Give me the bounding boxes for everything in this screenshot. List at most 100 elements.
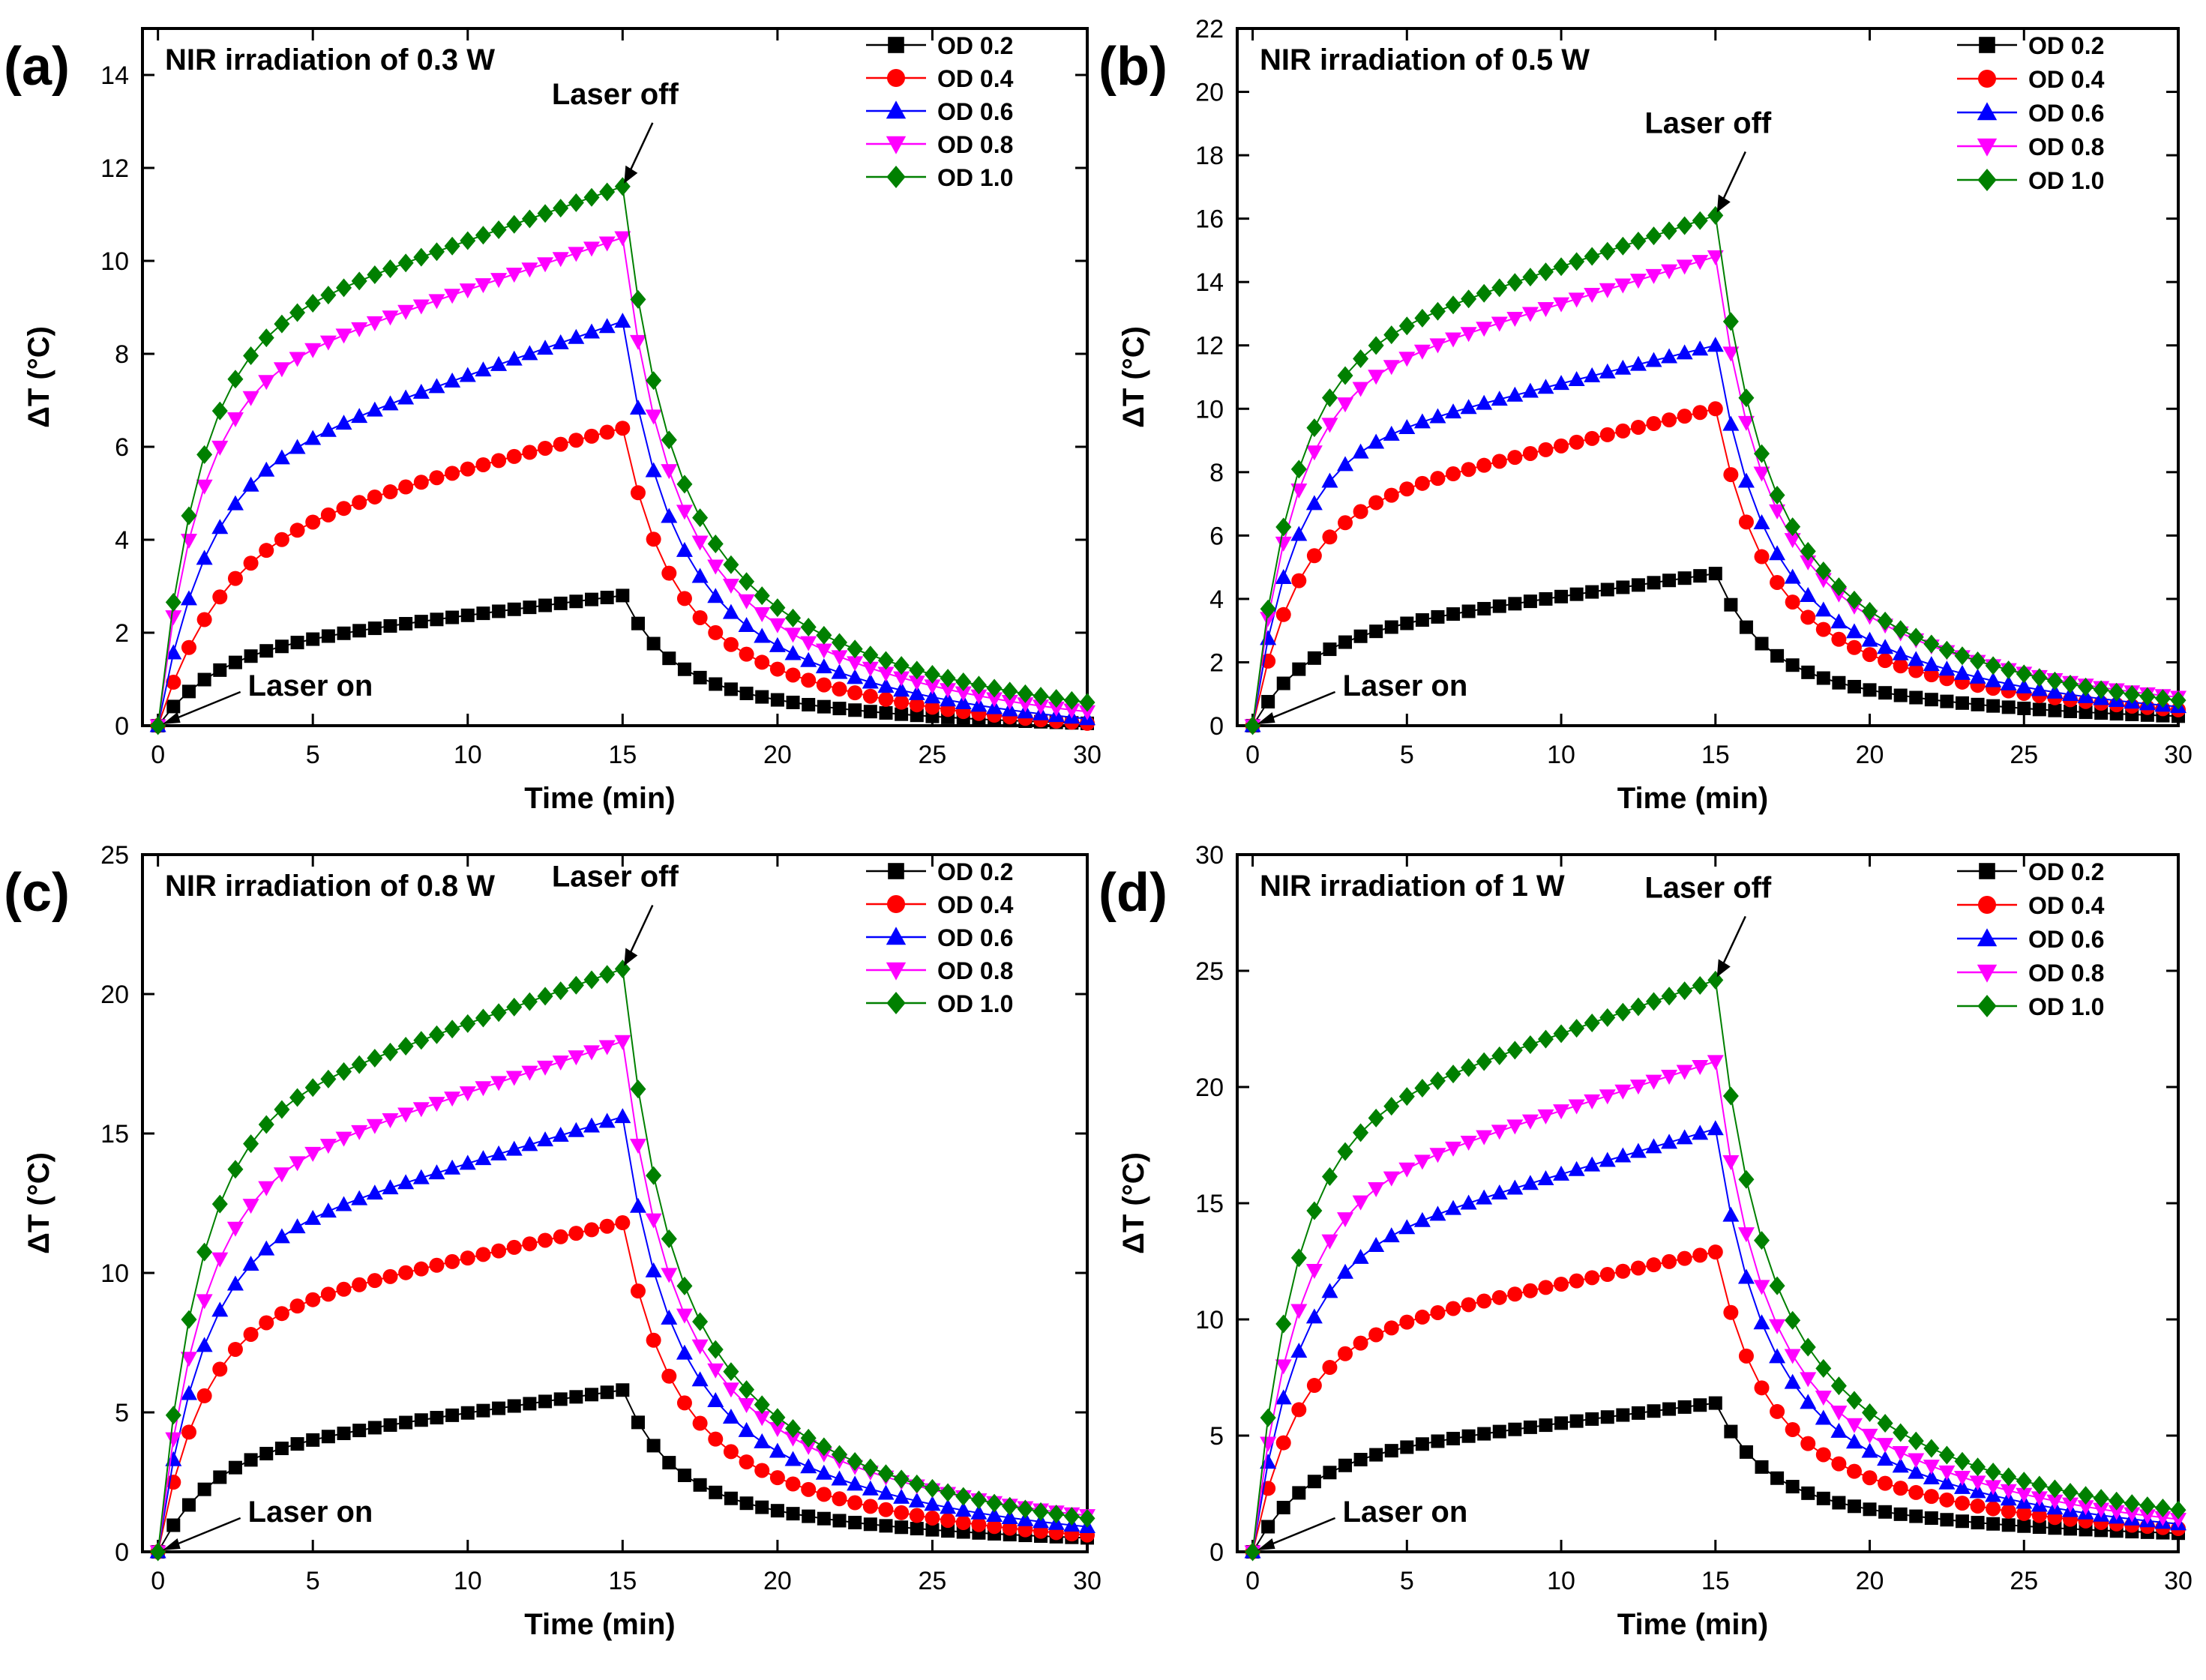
data-point (692, 1415, 708, 1431)
chart-panel-2: (b) 0 5 10 15 20 25 30 0 2 4 6 8 10 12 14 16 18 20 22 Time (… (1099, 15, 2193, 815)
data-point (258, 328, 274, 348)
data-point (1429, 301, 1446, 321)
legend-label: OD 0.2 (937, 858, 1013, 885)
data-point (1815, 1390, 1832, 1406)
data-point (1461, 462, 1476, 478)
data-point (970, 675, 987, 695)
data-point (584, 428, 600, 444)
data-point (1770, 648, 1785, 663)
data-point (1431, 1434, 1445, 1448)
x-tick-label: 10 (1547, 741, 1575, 769)
data-point (1383, 325, 1400, 345)
data-point (599, 182, 616, 202)
legend-marker (1977, 102, 1998, 121)
data-point (662, 651, 676, 666)
data-point (661, 1309, 678, 1325)
data-point (1002, 1496, 1018, 1516)
data-point (1245, 716, 1261, 735)
series-od-0-6 (149, 313, 1096, 732)
data-point (646, 371, 662, 391)
y-tick-label: 12 (1195, 332, 1224, 361)
data-point (1830, 1406, 1848, 1421)
data-point (1553, 1165, 1570, 1181)
data-point (412, 1169, 430, 1184)
data-point (676, 1276, 693, 1295)
data-point (862, 1458, 879, 1478)
data-point (1924, 1511, 1938, 1526)
data-point (1002, 1520, 1018, 1536)
data-point (1892, 645, 1909, 660)
data-point (970, 1504, 988, 1520)
data-point (1001, 1508, 1018, 1524)
data-point (815, 643, 832, 659)
data-point (1784, 568, 1801, 584)
data-point (537, 204, 553, 223)
data-point (615, 421, 631, 436)
data-point (1368, 1237, 1385, 1253)
data-point (1446, 1301, 1461, 1316)
data-point (1863, 1502, 1877, 1517)
data-point (552, 334, 569, 349)
data-point (847, 669, 864, 684)
legend-marker (1977, 138, 1998, 157)
data-point (212, 589, 228, 605)
data-point (1770, 574, 1785, 590)
data-point (708, 1431, 724, 1447)
data-point (1383, 1320, 1399, 1336)
data-point (2093, 1489, 2109, 1508)
data-point (2016, 1505, 2032, 1521)
data-point (1830, 1422, 1848, 1438)
data-point (848, 1515, 862, 1529)
arrow-head (1716, 959, 1731, 978)
data-point (877, 666, 895, 682)
data-point (1938, 1474, 1956, 1490)
data-point (1275, 1435, 1291, 1451)
data-point (909, 1474, 925, 1493)
legend-label: OD 0.4 (937, 65, 1014, 92)
data-point (227, 1341, 243, 1357)
data-point (1985, 672, 2002, 687)
data-point (722, 1408, 739, 1424)
data-point (1569, 587, 1584, 601)
data-point (1523, 1420, 1537, 1434)
data-point (1538, 442, 1554, 457)
data-point (1491, 1184, 1508, 1199)
data-point (335, 1196, 352, 1211)
data-point (709, 1485, 723, 1499)
legend-label: OD 1.0 (937, 990, 1013, 1017)
data-point (412, 299, 430, 315)
data-point (1645, 992, 1662, 1011)
data-point (1877, 1451, 1894, 1466)
data-point (429, 1257, 445, 1273)
data-point (1491, 1046, 1508, 1065)
data-point (522, 445, 538, 460)
data-point (739, 1454, 754, 1470)
data-point (707, 1363, 724, 1379)
data-point (1769, 1348, 1786, 1364)
data-point (676, 591, 692, 606)
data-point (383, 1418, 397, 1432)
x-tick-label: 25 (919, 741, 947, 769)
plot-frame (141, 853, 1089, 1553)
data-point (367, 621, 382, 636)
data-point (289, 523, 305, 538)
data-point (1954, 1496, 1970, 1511)
data-point (893, 1469, 910, 1489)
data-point (367, 489, 382, 505)
panel-label: (a) (4, 37, 70, 97)
data-point (1413, 1154, 1431, 1170)
data-point (1785, 517, 1801, 537)
data-point (583, 323, 601, 339)
data-point (1599, 1089, 1616, 1105)
data-point (1522, 268, 1539, 287)
data-point (847, 1451, 863, 1471)
data-point (367, 1049, 383, 1068)
data-point (584, 1222, 600, 1238)
data-point (616, 588, 630, 603)
data-point (1630, 997, 1647, 1017)
data-point (506, 997, 523, 1017)
data-point (1508, 1422, 1522, 1436)
data-point (1985, 1463, 2001, 1482)
data-point (786, 1507, 800, 1521)
data-point (877, 678, 895, 693)
